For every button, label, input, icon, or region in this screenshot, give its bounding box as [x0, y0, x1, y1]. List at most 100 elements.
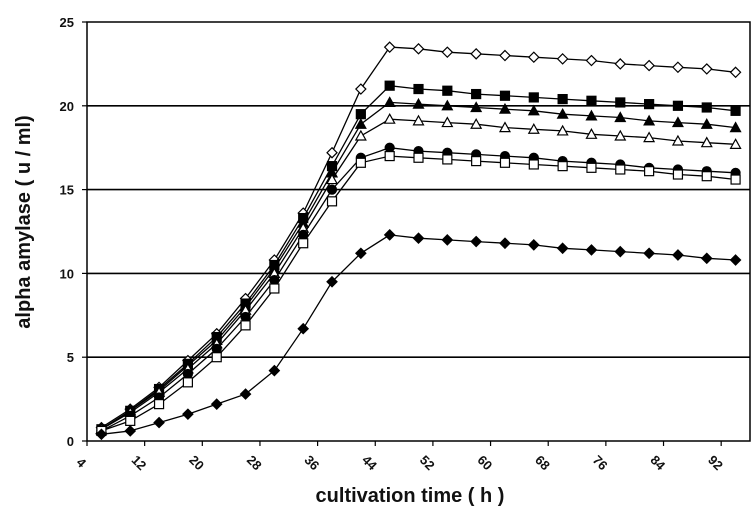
- data-point-square-filled: [730, 105, 741, 116]
- data-point-diamond-open: [729, 66, 742, 79]
- data-point-circle-filled: [384, 142, 395, 153]
- data-point-diamond-filled: [182, 408, 194, 421]
- data-point-triangle-filled: [498, 102, 511, 114]
- data-point-square-filled: [672, 100, 684, 111]
- data-point-square-filled: [557, 93, 568, 105]
- series-filled-diamond: [95, 229, 742, 441]
- data-point-diamond-open: [556, 53, 569, 65]
- plot-frame: [86, 21, 751, 442]
- data-point-diamond-open: [326, 146, 338, 159]
- data-point-diamond-open: [672, 61, 684, 74]
- data-point-square-filled: [586, 95, 597, 106]
- data-point-square-open: [326, 196, 338, 207]
- data-point-diamond-open: [700, 63, 713, 75]
- data-point-diamond-filled: [556, 242, 569, 255]
- data-point-diamond-open: [441, 46, 454, 59]
- series-filled-square: [96, 80, 741, 435]
- data-point-diamond-filled: [441, 234, 454, 246]
- x-tick-label: 92: [705, 452, 726, 473]
- data-point-diamond-filled: [268, 364, 281, 377]
- data-point-square-filled: [528, 92, 539, 103]
- series-line: [101, 155, 736, 432]
- data-point-square-filled: [701, 102, 712, 113]
- data-point-diamond-open: [614, 58, 627, 70]
- data-point-triangle-filled: [585, 109, 598, 121]
- data-point-square-open: [413, 152, 424, 163]
- data-point-triangle-open: [643, 131, 656, 143]
- data-point-circle-filled: [182, 368, 193, 380]
- data-point-triangle-open: [441, 116, 454, 128]
- data-point-square-open: [471, 156, 482, 167]
- x-tick-label: 36: [302, 452, 323, 473]
- x-tick-label: 28: [244, 452, 265, 473]
- data-point-triangle-open: [326, 173, 339, 185]
- x-tick-label: 60: [475, 452, 496, 473]
- data-point-triangle-filled: [671, 116, 684, 128]
- data-point-diamond-filled: [470, 235, 483, 248]
- data-point-triangle-filled: [527, 104, 540, 116]
- x-tick-label: 12: [129, 452, 150, 473]
- y-tick-label: 10: [60, 266, 74, 281]
- data-point-triangle-open: [383, 112, 396, 124]
- data-point-diamond-open: [383, 41, 396, 53]
- data-point-diamond-filled: [672, 249, 684, 261]
- data-point-diamond-filled: [700, 252, 713, 265]
- data-point-square-filled: [442, 85, 453, 96]
- grid-lines: [87, 105, 750, 359]
- y-tick-label: 5: [67, 350, 74, 365]
- data-point-square-filled: [355, 109, 366, 120]
- data-point-diamond-filled: [614, 245, 627, 258]
- data-point-triangle-filled: [354, 118, 367, 129]
- data-point-square-filled: [499, 90, 511, 101]
- data-point-square-open: [701, 171, 712, 182]
- data-point-square-open: [672, 169, 684, 180]
- data-point-circle-filled: [240, 311, 251, 323]
- data-point-triangle-filled: [383, 96, 396, 108]
- series-open-square: [96, 150, 741, 437]
- data-point-diamond-filled: [210, 398, 223, 410]
- x-tick-label: 84: [647, 452, 668, 473]
- x-tick-label: 44: [359, 452, 380, 473]
- data-point-square-open: [269, 283, 280, 294]
- data-point-square-open: [499, 157, 511, 168]
- data-point-square-open: [528, 159, 539, 170]
- data-point-triangle-filled: [729, 121, 742, 133]
- data-point-diamond-filled: [585, 244, 598, 256]
- data-point-triangle-open: [470, 118, 483, 129]
- series-group: [95, 41, 742, 441]
- data-point-square-open: [384, 150, 395, 162]
- data-point-triangle-open: [498, 121, 511, 133]
- y-tick-label: 0: [67, 434, 74, 449]
- data-point-square-open: [182, 377, 193, 388]
- data-point-diamond-filled: [527, 239, 540, 251]
- data-point-triangle-filled: [700, 118, 713, 129]
- data-point-triangle-open: [614, 129, 627, 141]
- data-point-triangle-filled: [614, 111, 627, 123]
- data-point-square-open: [153, 399, 165, 410]
- data-point-diamond-filled: [499, 237, 511, 250]
- data-point-square-filled: [384, 80, 395, 91]
- data-point-square-open: [355, 157, 366, 168]
- data-point-diamond-open: [470, 47, 483, 60]
- x-tick-label: 52: [417, 452, 438, 473]
- data-point-diamond-filled: [326, 275, 338, 288]
- data-point-triangle-filled: [470, 101, 483, 113]
- data-point-diamond-open: [585, 54, 598, 67]
- data-point-triangle-open: [700, 136, 713, 148]
- data-point-triangle-filled: [643, 114, 656, 126]
- data-point-square-open: [442, 154, 453, 165]
- y-axis-label: alpha amylase ( u / ml): [13, 115, 35, 328]
- y-tick-labels: 0 5 10 15 20 25: [60, 15, 74, 449]
- data-point-diamond-filled: [239, 388, 252, 400]
- series-line: [101, 234, 736, 435]
- data-point-triangle-open: [729, 138, 742, 149]
- data-point-diamond-filled: [643, 247, 655, 260]
- data-point-triangle-open: [412, 114, 425, 126]
- data-point-diamond-open: [354, 83, 367, 95]
- data-point-triangle-filled: [412, 97, 425, 109]
- data-point-triangle-open: [556, 124, 569, 136]
- x-tick-label: 76: [590, 452, 611, 473]
- data-point-diamond-filled: [95, 428, 108, 441]
- x-tick-labels: 4 12 20 28 36 44 52 60 68 76 84 92: [73, 452, 725, 473]
- data-point-diamond-filled: [383, 229, 396, 241]
